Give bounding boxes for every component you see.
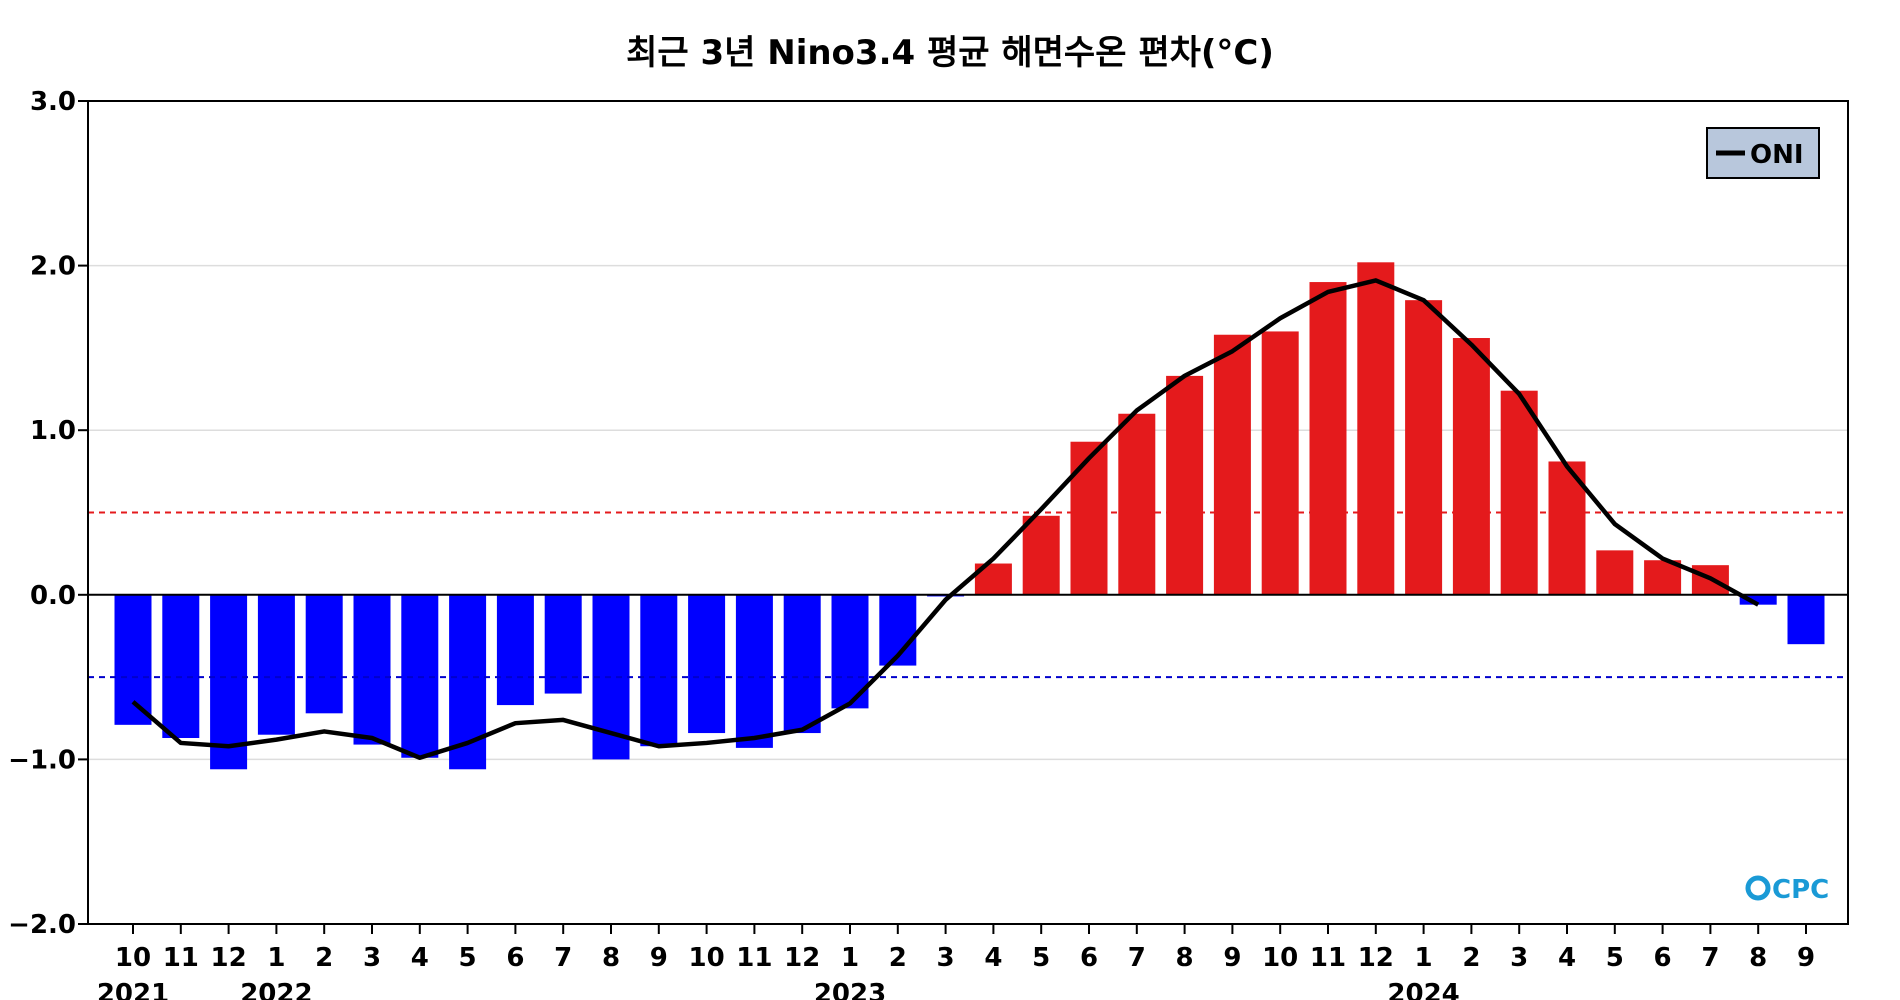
x-tick-label: 1 — [267, 943, 285, 973]
x-tick-label: 10 — [689, 943, 725, 973]
x-tick-label: 7 — [1701, 943, 1719, 973]
bar — [1309, 282, 1347, 595]
x-tick-label: 2 — [1462, 943, 1480, 973]
x-tick-label: 3 — [363, 943, 381, 973]
y-tick-label: 3.0 — [30, 87, 76, 117]
bar — [1357, 262, 1395, 595]
x-tick-label: 8 — [1176, 943, 1194, 973]
bar — [305, 594, 343, 714]
x-tick-label: 3 — [1510, 943, 1528, 973]
x-tick-label: 4 — [984, 943, 1002, 973]
x-tick-label: 7 — [1128, 943, 1146, 973]
x-tick-label: 9 — [650, 943, 668, 973]
bar — [1596, 550, 1634, 595]
x-tick-label: 9 — [1223, 943, 1241, 973]
x-tick-label: 12 — [1358, 943, 1394, 973]
bar — [257, 594, 295, 735]
x-tick-label: 4 — [411, 943, 429, 973]
x-tick-label: 8 — [1749, 943, 1767, 973]
x-tick-label: 5 — [1606, 943, 1624, 973]
axes: 3.02.01.00.0−1.0−2.010 11 12 1 2 3 4 5 6 7 8 9 10 11 1… — [8, 87, 1815, 1000]
bar — [1118, 413, 1156, 595]
plot-frame — [87, 100, 1849, 925]
bar — [783, 594, 821, 734]
y-tick-label: −2.0 — [8, 910, 76, 940]
legend-label-oni: ONI — [1750, 140, 1804, 170]
bar — [1739, 594, 1777, 605]
x-tick-label: 10 — [115, 943, 151, 973]
x-tick-label: 12 — [784, 943, 820, 973]
x-tick-label: 6 — [1080, 943, 1098, 973]
x-tick-label: 10 — [1262, 943, 1298, 973]
bar — [1213, 334, 1251, 595]
x-tick-label: 5 — [1032, 943, 1050, 973]
cpc-logo: CPC — [1745, 875, 1829, 905]
bar — [1500, 390, 1538, 595]
bar — [1166, 375, 1204, 595]
y-tick-label: 0.0 — [30, 581, 76, 611]
bar — [1787, 594, 1825, 645]
bar — [114, 594, 152, 725]
year-label: 2023 — [814, 979, 886, 1000]
bar — [1405, 300, 1443, 595]
bar — [544, 594, 582, 694]
x-tick-label: 2 — [315, 943, 333, 973]
x-tick-label: 5 — [459, 943, 477, 973]
bar — [688, 594, 726, 734]
bar — [353, 594, 391, 745]
bar — [1452, 338, 1490, 595]
cpc-logo-text: CPC — [1772, 875, 1829, 905]
x-tick-label: 6 — [1654, 943, 1672, 973]
cpc-logo-circle-icon — [1745, 875, 1771, 901]
y-tick-label: −1.0 — [8, 745, 76, 775]
x-tick-label: 1 — [1415, 943, 1433, 973]
x-tick-label: 11 — [736, 943, 772, 973]
y-tick-label: 2.0 — [30, 252, 76, 282]
bar — [735, 594, 773, 748]
y-tick-label: 1.0 — [30, 416, 76, 446]
x-tick-label: 7 — [554, 943, 572, 973]
bars — [114, 262, 1825, 770]
x-tick-label: 8 — [602, 943, 620, 973]
bar — [1261, 331, 1299, 595]
x-tick-label: 3 — [937, 943, 955, 973]
x-tick-label: 4 — [1558, 943, 1576, 973]
bar — [1022, 515, 1060, 595]
x-tick-label: 2 — [889, 943, 907, 973]
year-label: 2022 — [240, 979, 312, 1000]
x-tick-label: 12 — [211, 943, 247, 973]
year-label: 2021 — [97, 979, 169, 1000]
x-tick-label: 9 — [1797, 943, 1815, 973]
bar — [496, 594, 534, 706]
reference-lines — [88, 511, 1848, 679]
chart-title: 최근 3년 Nino3.4 평균 해면수온 편차(°C) — [626, 33, 1274, 73]
legend: ONI — [1706, 127, 1820, 179]
x-tick-label: 11 — [163, 943, 199, 973]
oni-line-layer — [131, 278, 1760, 761]
bar — [1070, 441, 1108, 595]
bar — [640, 594, 678, 747]
oni-line — [131, 278, 1760, 761]
bar — [162, 594, 200, 739]
x-tick-label: 11 — [1310, 943, 1346, 973]
x-tick-label: 6 — [506, 943, 524, 973]
bar — [210, 594, 248, 770]
x-tick-label: 1 — [841, 943, 859, 973]
year-label: 2024 — [1387, 979, 1459, 1000]
